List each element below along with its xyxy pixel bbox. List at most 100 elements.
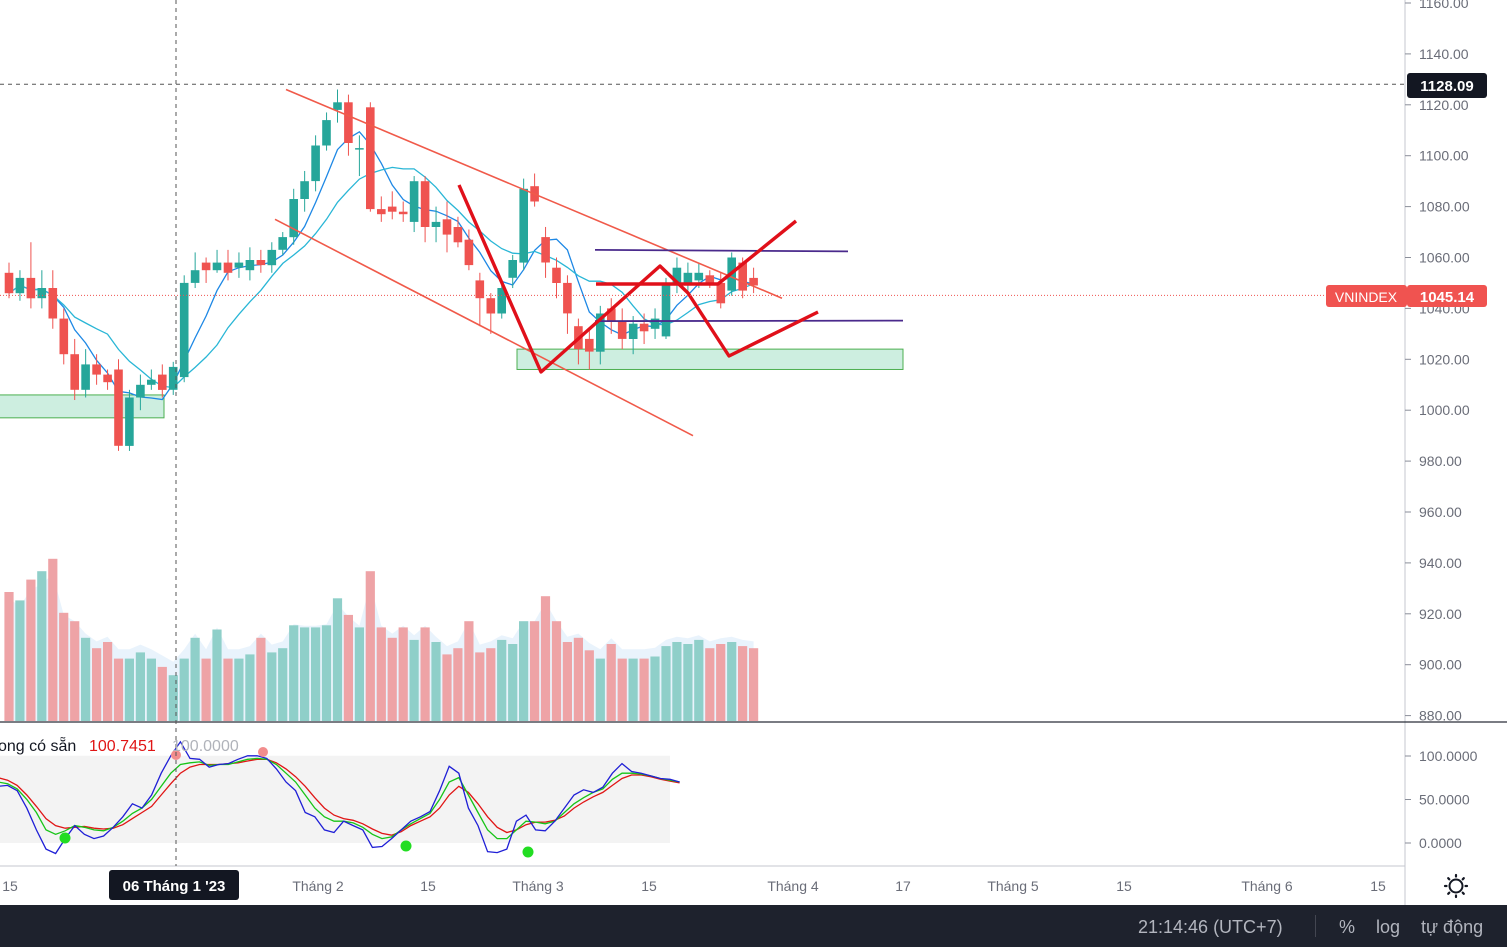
volume-bar [672,642,682,721]
candle[interactable] [223,249,233,281]
candle[interactable] [59,308,69,365]
candle[interactable] [442,201,452,253]
volume-bar [157,666,167,721]
stoch-k-line [0,740,680,855]
price-tick-label: 960.00 [1419,504,1462,520]
candle[interactable] [344,94,353,156]
candle[interactable] [628,316,638,355]
candle[interactable] [70,338,79,401]
volume-bar [332,598,343,721]
candle[interactable] [541,226,550,278]
candle[interactable] [650,308,660,339]
candle[interactable] [37,270,47,309]
candle[interactable] [552,257,561,299]
candle[interactable] [48,270,58,329]
candle[interactable] [486,293,496,334]
percent-toggle[interactable]: % [1339,917,1356,937]
candle[interactable] [355,135,364,177]
candle[interactable] [289,188,298,245]
candle[interactable] [256,249,266,273]
candle-body [59,318,69,355]
candle[interactable] [26,242,36,309]
clock-text[interactable]: 21:14:46 (UTC+7) [1138,917,1283,937]
support-zone[interactable] [516,348,904,370]
candle-body [398,211,408,215]
auto-scale-toggle[interactable]: tự động [1421,917,1484,937]
volume-bar [223,658,233,721]
volume-bar [573,637,583,721]
candle[interactable] [639,313,649,345]
gear-icon[interactable] [1443,873,1469,899]
candle[interactable] [147,369,156,390]
candle[interactable] [158,364,167,398]
candle-body [201,262,211,271]
candle-body [442,219,452,235]
candle[interactable] [475,272,485,327]
projection-path-up[interactable] [596,219,798,286]
candle[interactable] [92,354,101,385]
candle[interactable] [179,275,189,383]
candle[interactable] [464,229,474,271]
candle-body [420,181,430,227]
candle[interactable] [617,308,627,350]
candle[interactable] [322,112,331,151]
candle[interactable] [387,191,397,220]
candle[interactable] [278,232,287,255]
candle[interactable] [366,102,375,212]
candle[interactable] [190,252,200,289]
support-zone[interactable] [0,394,165,419]
candle[interactable] [497,282,506,319]
horizontal-line[interactable] [594,248,849,253]
candle-body [147,379,156,385]
candle[interactable] [114,359,123,451]
vnindex-chart[interactable]: 1160.00 1140.00 1120.00 1100.00 1080.00 1060.… [0,0,1507,905]
candle[interactable] [519,178,528,271]
candle[interactable] [300,170,309,212]
candle[interactable] [311,135,320,192]
candle[interactable] [398,201,408,222]
candle[interactable] [607,298,616,334]
candle[interactable] [4,262,14,299]
candle[interactable] [81,349,90,398]
candle[interactable] [103,369,112,390]
volume-bar [113,658,124,721]
candle[interactable] [333,89,342,123]
candle[interactable] [672,257,682,294]
candle[interactable] [596,305,605,365]
candle[interactable] [267,242,277,273]
candle[interactable] [508,254,517,289]
candle[interactable] [136,374,145,411]
log-toggle[interactable]: log [1376,917,1401,937]
candle[interactable] [563,275,572,334]
stoch-buy-marker [400,840,412,852]
volume-bar [146,658,156,721]
candle[interactable] [431,206,441,243]
volume-bar [365,571,375,721]
price-tick-label: 980.00 [1419,453,1462,469]
candle[interactable] [661,277,671,339]
candle[interactable] [234,252,244,278]
price-axis-panel[interactable] [1405,0,1507,905]
candle-body [694,272,704,281]
candle[interactable] [201,257,211,283]
candle-body [212,262,222,271]
candle[interactable] [683,262,693,291]
candle[interactable] [125,389,134,451]
candle[interactable] [749,267,758,294]
candle[interactable] [453,216,463,248]
channel-upper-line[interactable] [285,88,783,299]
horizontal-line[interactable] [594,319,904,323]
candle[interactable] [15,270,25,301]
candle[interactable] [585,328,594,370]
candle[interactable] [409,176,419,233]
candle[interactable] [716,272,726,309]
volume-bar [606,644,616,721]
candle[interactable] [377,196,386,222]
candle[interactable] [168,361,178,395]
candle[interactable] [212,249,222,273]
candle[interactable] [245,247,255,281]
candle[interactable] [420,176,430,243]
projection-path-down[interactable] [457,184,819,374]
candle-body [716,282,726,304]
channel-lower-line[interactable] [274,218,694,437]
